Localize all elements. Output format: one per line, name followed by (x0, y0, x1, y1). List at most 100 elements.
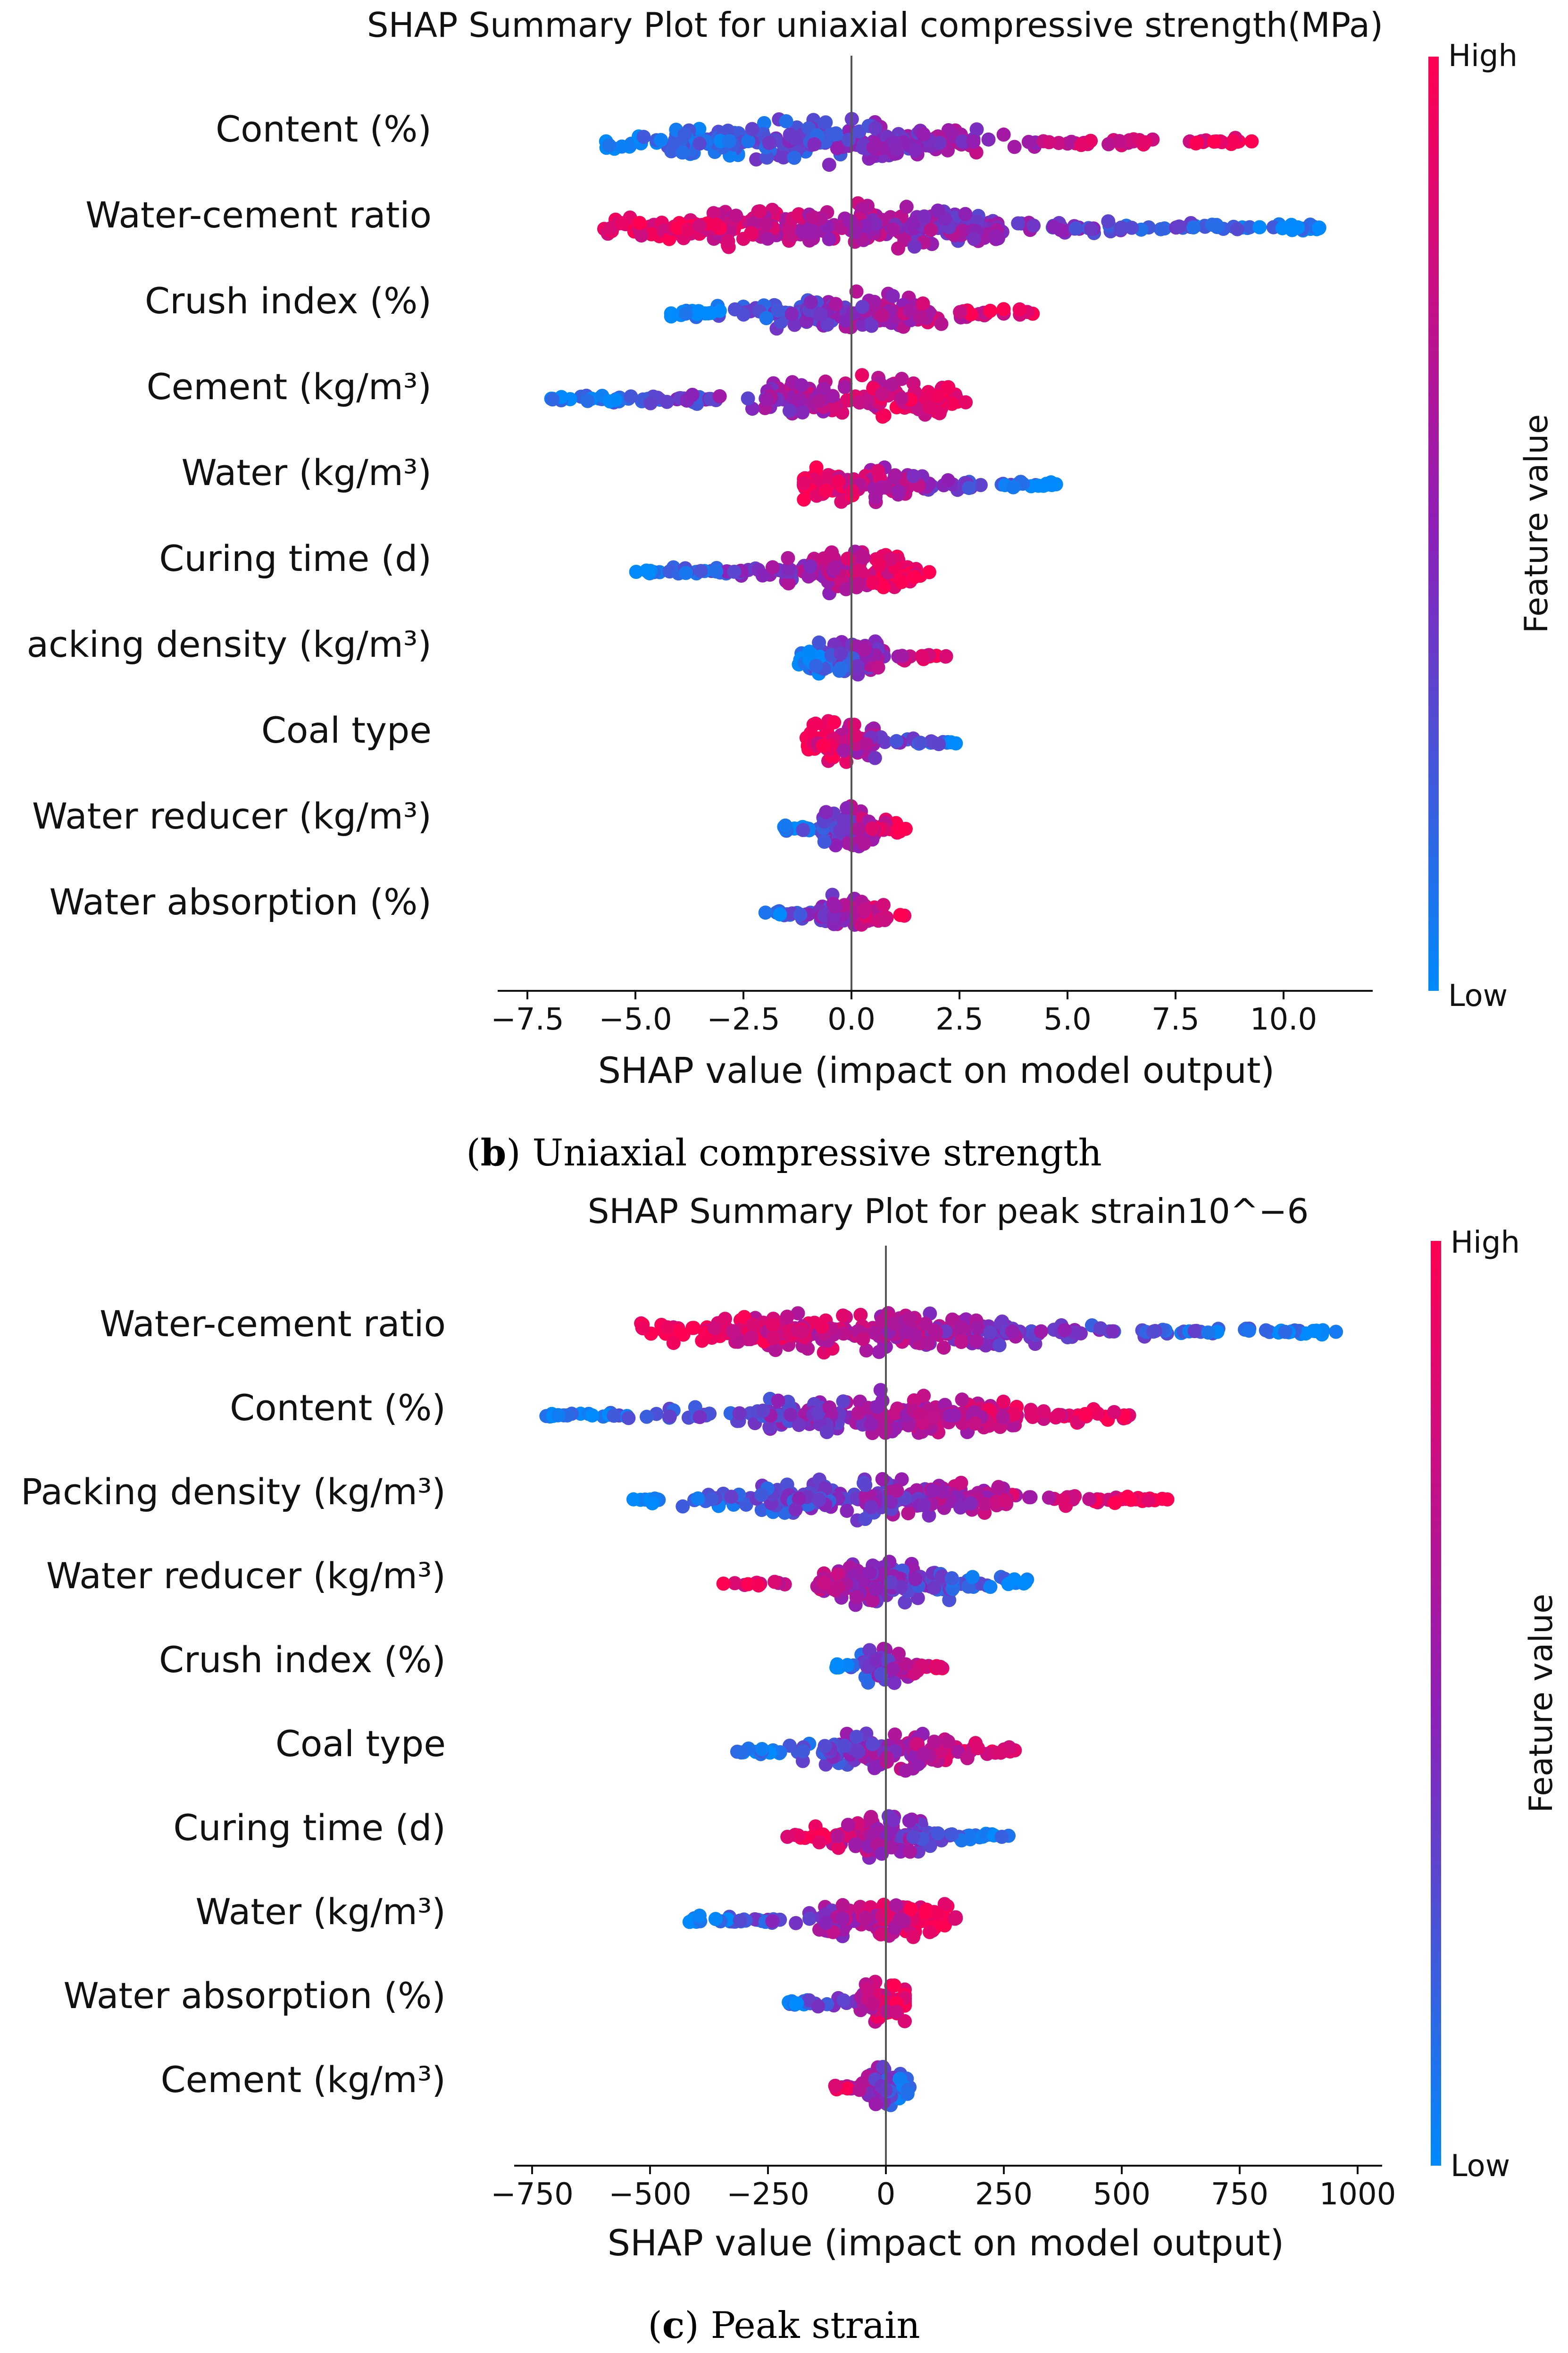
shap-point (875, 1472, 890, 1486)
shap-point (836, 1394, 851, 1409)
figure-caption: (c) Peak strain (648, 2304, 920, 2347)
shap-point (776, 150, 791, 165)
shap-point (1329, 1324, 1343, 1339)
shap-point (907, 569, 922, 584)
shap-point (874, 1667, 888, 1682)
shap-point (712, 389, 727, 403)
shap-point (609, 393, 623, 407)
shap-point (784, 307, 799, 321)
shap-point (931, 1826, 945, 1841)
shap-point (903, 1844, 917, 1859)
shap-point (755, 1742, 769, 1756)
shap-point (636, 130, 651, 144)
shap-point (866, 140, 881, 155)
shap-point (754, 1488, 769, 1502)
shap-point (965, 1570, 980, 1584)
shap-point (741, 1577, 755, 1591)
shap-point (894, 391, 909, 406)
shap-point (883, 552, 898, 567)
shap-point (902, 1813, 917, 1828)
shap-point (676, 1499, 690, 1514)
shap-point (929, 1325, 943, 1340)
shap-point (751, 1578, 766, 1593)
feature-row-points (634, 1306, 1343, 1360)
shap-point (1011, 216, 1026, 231)
shap-point (889, 1898, 903, 1913)
shap-point (695, 1333, 709, 1348)
shap-point (817, 551, 831, 566)
shap-point (780, 1477, 794, 1492)
shap-point (891, 485, 906, 499)
shap-point (1108, 1496, 1122, 1510)
shap-point (1138, 135, 1152, 150)
shap-point (809, 716, 823, 731)
shap-point (779, 114, 793, 128)
shap-point (1006, 1407, 1021, 1421)
shap-point (835, 1911, 850, 1926)
shap-point (865, 1737, 880, 1751)
shap-point (1114, 220, 1128, 235)
shap-point (822, 232, 836, 246)
caption-letter: c (662, 2304, 685, 2347)
shap-point (744, 1330, 759, 1345)
shap-point (841, 552, 855, 566)
shap-point (989, 229, 1003, 244)
shap-point (690, 307, 704, 321)
shap-point (907, 239, 922, 254)
shap-point (955, 1392, 969, 1407)
shap-point (787, 318, 802, 332)
shap-point (884, 1840, 899, 1855)
shap-point (1146, 1324, 1160, 1339)
shap-point (873, 1383, 888, 1398)
shap-point (917, 209, 932, 224)
feature-row-points (792, 634, 953, 682)
shap-point (752, 204, 767, 218)
shap-point (727, 564, 742, 579)
shap-point (954, 1335, 968, 1349)
shap-point (626, 1492, 641, 1507)
shap-point (780, 1309, 794, 1324)
shap-point (1042, 135, 1056, 150)
shap-point (792, 207, 806, 222)
shap-point (858, 1478, 873, 1492)
shap-point (983, 1325, 997, 1340)
feature-row-points (799, 714, 963, 769)
shap-point (895, 649, 909, 663)
shap-point (607, 1408, 621, 1423)
shap-point (759, 392, 774, 407)
shap-point (836, 1993, 851, 2008)
shap-point (996, 127, 1011, 142)
shap-point (937, 1897, 952, 1911)
shap-point (615, 216, 629, 230)
shap-point (1141, 1493, 1156, 1507)
shap-point (922, 1925, 937, 1939)
x-axis-label: SHAP value (impact on model output) (598, 1049, 1275, 1091)
shap-point (860, 1981, 875, 1996)
shap-point (794, 378, 809, 393)
shap-point (819, 483, 833, 498)
feature-label: Water (kg/m³) (182, 452, 432, 494)
shap-point (960, 1751, 975, 1766)
panel-c-peak-strain: SHAP Summary Plot for peak strain10^−6 W… (21, 1191, 1560, 2347)
feature-label: Cement (kg/m³) (147, 366, 432, 408)
shap-point (1275, 221, 1290, 235)
shap-point (1026, 218, 1041, 233)
shap-point (828, 838, 843, 853)
shap-point (916, 127, 931, 142)
shap-point (962, 481, 976, 495)
shap-point (967, 232, 981, 246)
shap-point (678, 306, 693, 321)
shap-point (864, 1417, 878, 1432)
shap-point (936, 1340, 951, 1355)
shap-point (906, 469, 921, 483)
shap-point (757, 116, 771, 130)
shap-point (792, 1418, 806, 1432)
shap-point (762, 1420, 777, 1434)
shap-point (927, 1581, 942, 1595)
feature-row-points (829, 1641, 950, 1690)
shap-point (801, 225, 816, 240)
shap-point (825, 389, 840, 403)
feature-row-points (599, 112, 1259, 172)
feature-label: Packing density (kg/m³) (21, 1471, 446, 1513)
shap-point (872, 1345, 886, 1359)
